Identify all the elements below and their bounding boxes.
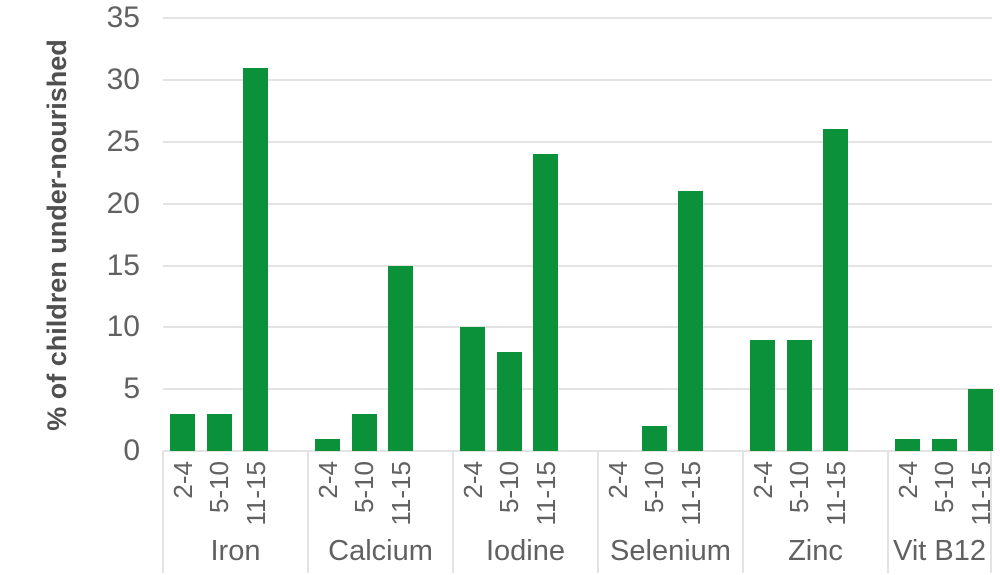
age-tick-label: 5-10 — [784, 461, 815, 514]
age-tick-label: 5-10 — [204, 461, 235, 514]
group-divider — [742, 451, 744, 573]
bar-iodine-11-15 — [533, 154, 559, 451]
bar-calcium-2-4 — [315, 438, 340, 451]
y-tick-label: 35 — [106, 1, 140, 35]
bar-zinc-5-10 — [786, 339, 812, 451]
group-label: Calcium — [328, 535, 433, 567]
bar-zinc-2-4 — [750, 339, 775, 451]
group-label: Zinc — [788, 535, 843, 567]
age-tick-label: 11-15 — [965, 461, 996, 526]
age-tick-label: 2-4 — [167, 461, 198, 499]
bar-vitb12-11-15 — [968, 389, 994, 451]
gridline — [163, 388, 992, 391]
age-tick-label: 11-15 — [240, 461, 271, 526]
bar-vitb12-5-10 — [931, 438, 957, 451]
age-tick-label: 5-10 — [929, 461, 960, 514]
age-tick-label: 11-15 — [385, 461, 416, 526]
gridline — [163, 326, 992, 329]
group-divider — [887, 451, 889, 573]
age-tick-label: 11-15 — [820, 461, 851, 526]
y-tick-label: 5 — [123, 372, 140, 406]
gridline — [163, 79, 992, 82]
bar-iodine-2-4 — [460, 327, 485, 451]
age-tick-label: 5-10 — [349, 461, 380, 514]
bar-selenium-5-10 — [641, 426, 667, 451]
age-tick-label: 2-4 — [892, 461, 923, 499]
group-divider — [452, 451, 454, 573]
bar-zinc-11-15 — [823, 129, 849, 451]
y-tick-label: 10 — [106, 310, 140, 344]
age-tick-label: 5-10 — [639, 461, 670, 514]
bar-iodine-5-10 — [496, 352, 522, 451]
group-divider — [990, 451, 992, 573]
age-tick-label: 2-4 — [602, 461, 633, 499]
group-label: Iron — [210, 535, 261, 567]
group-divider — [307, 451, 309, 573]
bar-iron-11-15 — [243, 67, 269, 451]
gridline — [163, 202, 992, 205]
y-tick-label: 25 — [106, 124, 140, 158]
y-tick-label: 0 — [123, 434, 140, 467]
group-divider — [162, 451, 164, 573]
bar-iron-2-4 — [170, 413, 195, 451]
group-label: Vit B12 — [893, 535, 986, 567]
bar-vitb12-2-4 — [895, 438, 920, 451]
group-divider — [597, 451, 599, 573]
age-tick-label: 2-4 — [457, 461, 488, 499]
y-tick-label: 20 — [106, 186, 140, 220]
y-tick-label: 30 — [106, 63, 140, 97]
gridline — [163, 450, 992, 452]
gridline — [163, 17, 992, 20]
gridline — [163, 264, 992, 267]
bar-calcium-5-10 — [351, 413, 377, 451]
group-label: Selenium — [610, 535, 731, 567]
bar-iron-5-10 — [206, 413, 232, 451]
age-tick-label: 2-4 — [312, 461, 343, 499]
age-tick-label: 11-15 — [530, 461, 561, 526]
bar-selenium-11-15 — [678, 191, 704, 451]
y-tick-label: 15 — [106, 248, 140, 282]
age-tick-label: 2-4 — [747, 461, 778, 499]
group-label: Iodine — [485, 535, 565, 567]
gridline — [163, 140, 992, 143]
age-tick-label: 5-10 — [494, 461, 525, 514]
bar-calcium-11-15 — [388, 265, 414, 451]
age-tick-label: 11-15 — [675, 461, 706, 526]
